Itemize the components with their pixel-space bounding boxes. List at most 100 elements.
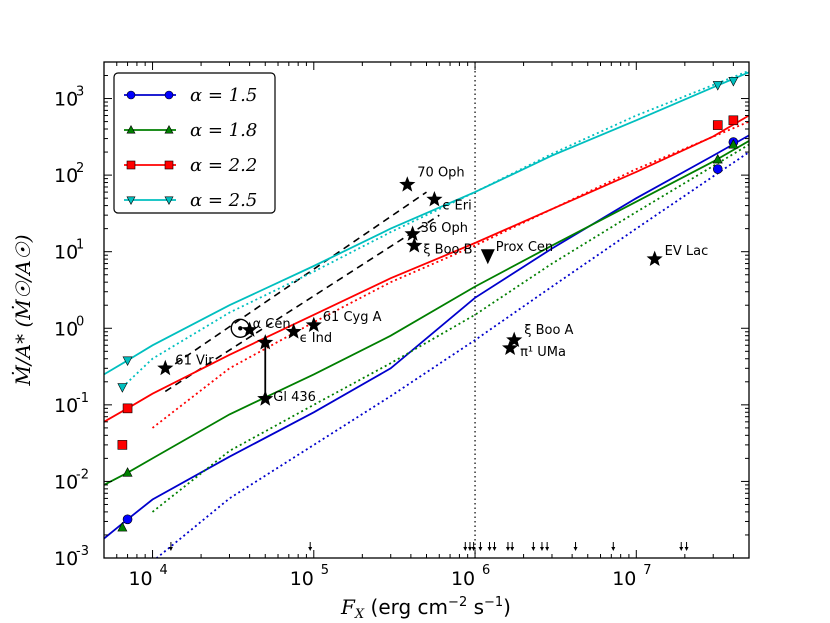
upper-limit-arrow — [684, 542, 689, 551]
x-tick-label: 10 — [612, 568, 636, 590]
legend-marker-end — [164, 124, 174, 134]
series-2-marker-4 — [728, 139, 739, 149]
y-tick-label: 10 — [54, 242, 78, 264]
legend: α = 1.5 α = 1.8 α = 2.2 α = 2.5 — [113, 72, 276, 214]
upper-limit-arrow — [539, 542, 544, 551]
star-label-36-Oph: 36 Oph — [421, 221, 468, 236]
y-tick-label-exp: -1 — [76, 391, 89, 406]
upper-limit-arrow — [679, 542, 684, 551]
y-tick-label: 10 — [54, 89, 78, 111]
upper-limit-arrow — [510, 542, 515, 551]
series-4-marker-2 — [122, 356, 133, 367]
stars-layer: 61 Vir α Cen 61 Cyg A ϵ Ind Gl 436 70 Oph ϵ Er… — [157, 166, 708, 406]
series-2-marker-1 — [117, 521, 128, 532]
legend-label: α = 2.2 — [190, 155, 257, 176]
axis-labels: FX (erg cm−2 s−1) Ṁ/A* (Ṁ☉/A☉) — [11, 234, 511, 622]
legend-box — [113, 72, 276, 214]
star-marker-EV-Lac — [646, 250, 663, 266]
star-marker-xi-Boo-B — [406, 237, 423, 253]
y-tick-label: 10 — [54, 395, 78, 417]
upper-limit-arrow — [308, 542, 313, 551]
x-tick-label-exp: 7 — [643, 563, 651, 578]
x-tick-label-exp: 4 — [160, 563, 168, 578]
x-tick-label: 10 — [128, 568, 152, 590]
upper-limit-arrow — [467, 542, 472, 551]
y-tick-label-exp: 1 — [76, 238, 84, 253]
dashed-line-2 — [164, 214, 440, 393]
series-2-solid-line — [104, 140, 749, 486]
star-marker-Gl-436-high — [257, 334, 274, 350]
legend-marker-end — [164, 196, 174, 206]
series-3-marker-3 — [712, 120, 723, 130]
series-2-marker-3 — [712, 153, 723, 164]
upper-limit-arrow — [487, 542, 492, 551]
series-3-solid-line — [104, 114, 749, 423]
legend-label: α = 1.8 — [190, 120, 257, 141]
series-4-marker-1 — [117, 383, 128, 393]
star-label-Gl-436: Gl 436 — [273, 390, 316, 405]
star-marker-pi1-UMa — [502, 339, 519, 355]
series-1-dotted-line — [155, 151, 749, 558]
legend-item-4: α = 2.5 — [124, 190, 257, 211]
legend-marker-end — [164, 160, 174, 170]
legend-item-3: α = 2.2 — [124, 155, 257, 176]
star-marker-61-Cyg-A — [305, 316, 322, 332]
series-3-marker-1 — [117, 440, 128, 450]
y-tick-label: 10 — [54, 471, 78, 493]
x-tick-label: 10 — [451, 568, 475, 590]
star-marker-xi-Boo-A — [506, 331, 523, 347]
plot-lines — [104, 62, 749, 558]
x-tick-label-exp: 6 — [482, 563, 490, 578]
star-marker-Gl-436 — [257, 390, 274, 406]
star-marker-Prox-Cen — [480, 249, 495, 265]
star-marker-eps-Ind — [285, 323, 302, 339]
upper-limit-arrow — [492, 542, 497, 551]
series-4-marker-4 — [728, 76, 739, 87]
x-tick-label-exp: 5 — [321, 563, 329, 578]
series-2-dotted-line — [151, 143, 749, 513]
y-tick-label-exp: 2 — [76, 161, 84, 176]
star-marker-eps-Eri — [426, 191, 443, 207]
star-label-xi-Boo-B: ξ Boo B — [423, 243, 472, 258]
series-3-marker-2 — [122, 403, 133, 414]
star-label-70-Oph: 70 Oph — [417, 166, 464, 181]
legend-marker-start — [126, 196, 136, 206]
legend-item-2: α = 1.8 — [124, 120, 257, 141]
upper-limit-arrow — [505, 542, 510, 551]
upper-limit-arrow — [168, 542, 173, 551]
legend-marker-end — [164, 90, 174, 100]
dashed-line-1 — [164, 191, 427, 372]
series-4-solid-line — [104, 71, 749, 376]
legend-label: α = 2.5 — [190, 190, 257, 211]
upper-limit-arrow — [478, 542, 483, 551]
star-marker-61 Vir — [157, 359, 174, 376]
y-tick-label-exp: -3 — [76, 544, 89, 559]
star-marker-70-Oph — [399, 176, 416, 192]
upper-limit-arrow — [463, 542, 468, 551]
upper-limit-arrow — [531, 542, 536, 551]
legend-marker-start — [126, 160, 136, 170]
x-tick-label: 10 — [290, 568, 314, 590]
y-tick-label: 10 — [54, 548, 78, 570]
series-3-marker-4 — [728, 115, 739, 126]
star-marker-alpha-Cen — [241, 321, 258, 337]
y-tick-label: 10 — [54, 165, 78, 187]
y-axis-label: Ṁ/A* (Ṁ☉/A☉) — [11, 234, 35, 386]
legend-label: α = 1.5 — [190, 85, 257, 106]
star-label-Prox-Cen: Prox Cen — [496, 240, 553, 255]
upper-limit-arrow — [573, 542, 578, 551]
upper-limit-arrow — [471, 542, 476, 551]
series-2-marker-2 — [122, 467, 133, 477]
legend-marker-start — [126, 90, 136, 100]
star-label-61-Cyg-A: 61 Cyg A — [323, 310, 382, 325]
star-label-alpha-Cen: α Cen — [253, 317, 291, 332]
series-4-marker-3 — [712, 81, 723, 91]
y-tick-label-exp: 3 — [76, 85, 84, 100]
y-tick-label-exp: 0 — [76, 314, 84, 329]
x-axis-label: FX (erg cm−2 s−1) — [340, 595, 511, 622]
plot-markers — [117, 76, 739, 551]
star-label-EV-Lac: EV Lac — [665, 244, 709, 259]
upper-limit-arrow — [545, 542, 550, 551]
star-label-61 Vir: 61 Vir — [175, 353, 214, 368]
